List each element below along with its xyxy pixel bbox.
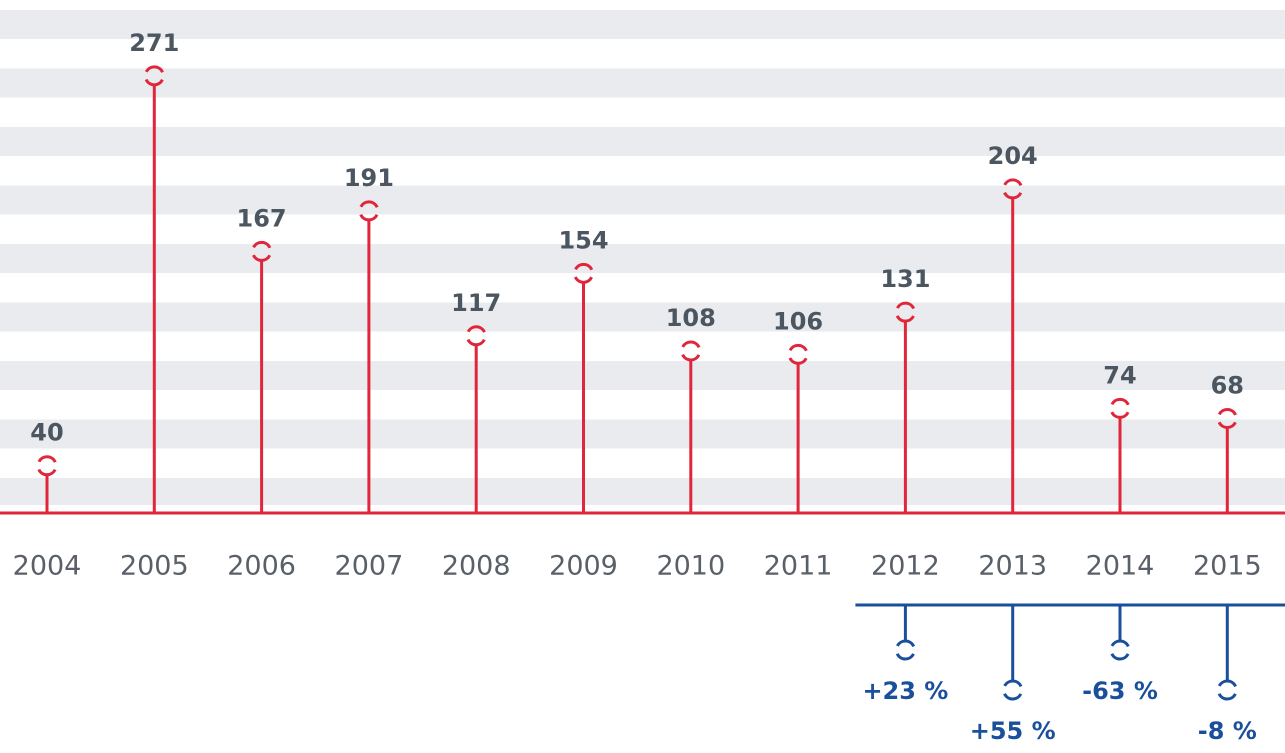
value-label: 154 xyxy=(558,226,608,254)
marker xyxy=(1216,407,1238,429)
value-label: 108 xyxy=(666,304,716,332)
value-label: 271 xyxy=(129,29,179,57)
marker xyxy=(680,340,702,362)
x-tick-label: 2011 xyxy=(764,551,833,582)
value-label: 117 xyxy=(451,289,501,317)
marker xyxy=(36,455,58,477)
x-tick-label: 2007 xyxy=(335,551,404,582)
change-marker xyxy=(1216,679,1238,701)
change-marker xyxy=(1109,639,1131,661)
change-marker xyxy=(1002,679,1024,701)
x-tick-label: 2015 xyxy=(1193,551,1262,582)
change-marker xyxy=(894,639,916,661)
change-label: +23 % xyxy=(862,677,948,705)
x-tick-label: 2013 xyxy=(978,551,1047,582)
x-tick-label: 2005 xyxy=(120,551,189,582)
background-bands xyxy=(0,10,1285,505)
marker xyxy=(358,200,380,222)
value-label: 131 xyxy=(880,265,930,293)
value-label: 74 xyxy=(1103,361,1136,389)
x-tick-label: 2014 xyxy=(1086,551,1155,582)
x-tick-label: 2004 xyxy=(13,551,82,582)
value-label: 191 xyxy=(344,164,394,192)
x-tick-label: 2006 xyxy=(227,551,296,582)
x-tick-label: 2010 xyxy=(656,551,725,582)
x-tick-label: 2009 xyxy=(549,551,618,582)
change-label: +55 % xyxy=(970,717,1056,745)
marker xyxy=(573,262,594,284)
marker xyxy=(1109,397,1131,419)
marker xyxy=(787,343,809,365)
x-tick-label: 2008 xyxy=(442,551,511,582)
marker xyxy=(251,240,273,262)
marker xyxy=(143,65,165,87)
change-label: -8 % xyxy=(1198,717,1257,745)
value-label: 204 xyxy=(988,142,1038,170)
marker xyxy=(1002,178,1024,200)
value-label: 167 xyxy=(237,204,287,232)
value-label: 40 xyxy=(30,419,63,447)
marker xyxy=(894,301,916,323)
change-label: -63 % xyxy=(1082,677,1158,705)
value-label: 68 xyxy=(1211,371,1244,399)
x-tick-label: 2012 xyxy=(871,551,940,582)
value-label: 106 xyxy=(773,307,823,335)
marker xyxy=(465,325,487,347)
